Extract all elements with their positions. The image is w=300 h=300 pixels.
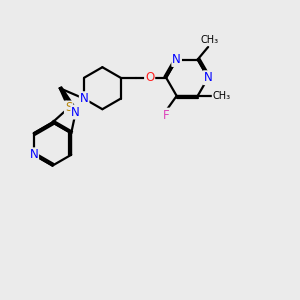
Text: CH₃: CH₃ [213,91,231,101]
Text: N: N [71,106,80,118]
Text: N: N [80,92,88,105]
Text: CH₃: CH₃ [201,35,219,45]
Text: F: F [163,109,169,122]
Text: N: N [172,53,181,66]
Text: S: S [65,101,72,114]
Text: O: O [145,71,154,84]
Text: N: N [29,148,38,161]
Text: N: N [204,71,212,84]
